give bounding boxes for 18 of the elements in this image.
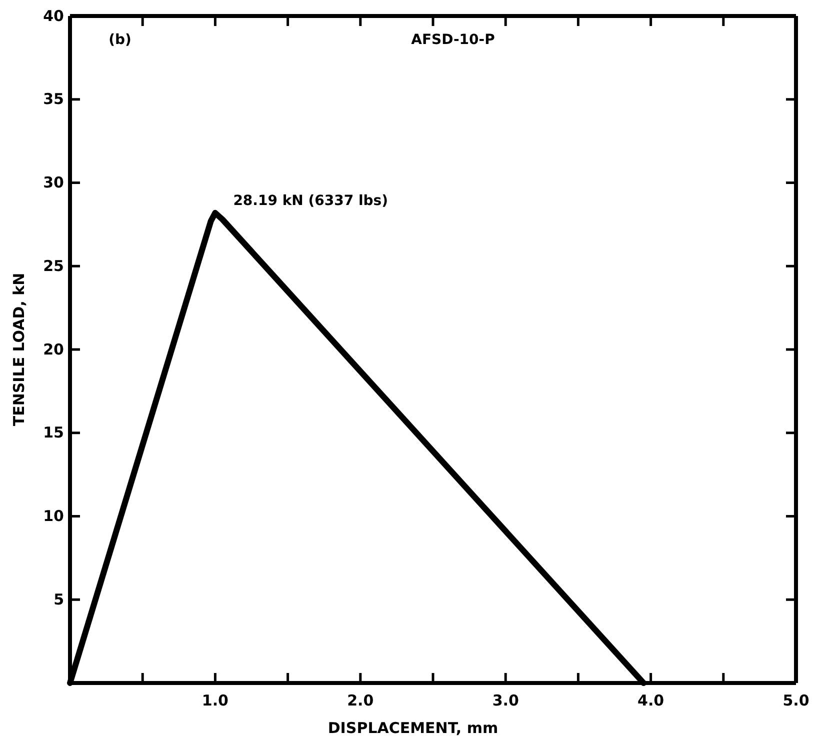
x-tick-label: 1.0 <box>202 692 228 710</box>
x-tick-label: 4.0 <box>638 692 664 710</box>
x-axis-title: DISPLACEMENT, mm <box>328 719 498 737</box>
y-tick-label: 25 <box>43 256 64 275</box>
y-tick-label: 10 <box>43 507 64 526</box>
annotation: (b) <box>108 32 132 48</box>
y-tick-label: 5 <box>54 590 64 608</box>
y-tick-label: 30 <box>43 174 64 192</box>
annotation: 28.19 kN (6337 lbs) <box>233 192 388 209</box>
y-tick-label: 40 <box>43 6 64 25</box>
y-tick-label: 35 <box>43 90 64 108</box>
annotation: AFSD-10-P <box>411 32 495 48</box>
x-tick-label: 3.0 <box>492 692 519 710</box>
y-tick-label: 20 <box>43 340 64 358</box>
x-tick-label: 2.0 <box>347 692 374 710</box>
y-axis-title: TENSILE LOAD, kN <box>10 272 28 426</box>
y-tick-label: 15 <box>43 424 64 442</box>
x-tick-label: 5.0 <box>782 692 810 710</box>
